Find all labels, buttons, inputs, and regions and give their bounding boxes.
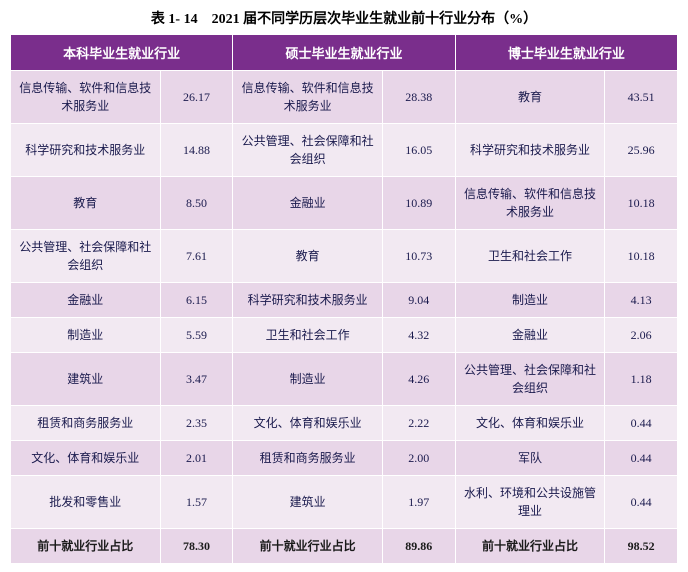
table-row: 信息传输、软件和信息技术服务业26.17信息传输、软件和信息技术服务业28.38… bbox=[11, 71, 678, 124]
cell-master-label: 公共管理、社会保障和社会组织 bbox=[233, 124, 383, 177]
table-row: 制造业5.59卫生和社会工作4.32金融业2.06 bbox=[11, 318, 678, 353]
cell-bachelor-value: 14.88 bbox=[160, 124, 233, 177]
table-row: 科学研究和技术服务业14.88公共管理、社会保障和社会组织16.05科学研究和技… bbox=[11, 124, 678, 177]
header-doctor: 博士毕业生就业行业 bbox=[455, 35, 677, 71]
cell-master-value: 9.04 bbox=[382, 283, 455, 318]
cell-master-label: 金融业 bbox=[233, 177, 383, 230]
cell-bachelor-label: 制造业 bbox=[11, 318, 161, 353]
cell-master-value: 4.32 bbox=[382, 318, 455, 353]
cell-master-label: 建筑业 bbox=[233, 476, 383, 529]
cell-bachelor-value: 8.50 bbox=[160, 177, 233, 230]
cell-master-label: 教育 bbox=[233, 230, 383, 283]
cell-bachelor-label: 批发和零售业 bbox=[11, 476, 161, 529]
cell-doctor-value: 43.51 bbox=[605, 71, 678, 124]
cell-doctor-label: 教育 bbox=[455, 71, 605, 124]
cell-master-label: 信息传输、软件和信息技术服务业 bbox=[233, 71, 383, 124]
industry-table: 本科毕业生就业行业 硕士毕业生就业行业 博士毕业生就业行业 信息传输、软件和信息… bbox=[10, 34, 678, 564]
cell-bachelor-value: 5.59 bbox=[160, 318, 233, 353]
cell-doctor-value: 0.44 bbox=[605, 476, 678, 529]
cell-doctor-label: 金融业 bbox=[455, 318, 605, 353]
table-row: 批发和零售业1.57建筑业1.97水利、环境和公共设施管理业0.44 bbox=[11, 476, 678, 529]
cell-master-value: 2.22 bbox=[382, 406, 455, 441]
cell-bachelor-value: 26.17 bbox=[160, 71, 233, 124]
table-title: 表 1- 14 2021 届不同学历层次毕业生就业前十行业分布（%） bbox=[10, 8, 678, 28]
cell-bachelor-label: 科学研究和技术服务业 bbox=[11, 124, 161, 177]
total-master-value: 89.86 bbox=[382, 529, 455, 564]
cell-doctor-label: 制造业 bbox=[455, 283, 605, 318]
cell-doctor-value: 25.96 bbox=[605, 124, 678, 177]
cell-master-label: 制造业 bbox=[233, 353, 383, 406]
cell-bachelor-value: 2.01 bbox=[160, 441, 233, 476]
cell-master-value: 10.73 bbox=[382, 230, 455, 283]
header-master: 硕士毕业生就业行业 bbox=[233, 35, 455, 71]
cell-doctor-value: 2.06 bbox=[605, 318, 678, 353]
cell-bachelor-value: 3.47 bbox=[160, 353, 233, 406]
cell-doctor-value: 0.44 bbox=[605, 441, 678, 476]
cell-doctor-value: 10.18 bbox=[605, 177, 678, 230]
cell-bachelor-label: 金融业 bbox=[11, 283, 161, 318]
header-row: 本科毕业生就业行业 硕士毕业生就业行业 博士毕业生就业行业 bbox=[11, 35, 678, 71]
table-row: 教育8.50金融业10.89信息传输、软件和信息技术服务业10.18 bbox=[11, 177, 678, 230]
total-doctor-label: 前十就业行业占比 bbox=[455, 529, 605, 564]
total-master-label: 前十就业行业占比 bbox=[233, 529, 383, 564]
table-row: 公共管理、社会保障和社会组织7.61教育10.73卫生和社会工作10.18 bbox=[11, 230, 678, 283]
cell-master-value: 10.89 bbox=[382, 177, 455, 230]
cell-doctor-value: 0.44 bbox=[605, 406, 678, 441]
cell-doctor-value: 4.13 bbox=[605, 283, 678, 318]
cell-doctor-value: 10.18 bbox=[605, 230, 678, 283]
cell-bachelor-label: 信息传输、软件和信息技术服务业 bbox=[11, 71, 161, 124]
cell-bachelor-label: 建筑业 bbox=[11, 353, 161, 406]
cell-doctor-label: 文化、体育和娱乐业 bbox=[455, 406, 605, 441]
table-row: 建筑业3.47制造业4.26公共管理、社会保障和社会组织1.18 bbox=[11, 353, 678, 406]
table-row: 租赁和商务服务业2.35文化、体育和娱乐业2.22文化、体育和娱乐业0.44 bbox=[11, 406, 678, 441]
header-bachelor: 本科毕业生就业行业 bbox=[11, 35, 233, 71]
total-bachelor-value: 78.30 bbox=[160, 529, 233, 564]
cell-doctor-label: 公共管理、社会保障和社会组织 bbox=[455, 353, 605, 406]
cell-bachelor-value: 2.35 bbox=[160, 406, 233, 441]
cell-master-value: 1.97 bbox=[382, 476, 455, 529]
cell-master-label: 租赁和商务服务业 bbox=[233, 441, 383, 476]
cell-master-value: 16.05 bbox=[382, 124, 455, 177]
cell-bachelor-label: 教育 bbox=[11, 177, 161, 230]
cell-doctor-label: 卫生和社会工作 bbox=[455, 230, 605, 283]
cell-bachelor-value: 7.61 bbox=[160, 230, 233, 283]
cell-master-value: 28.38 bbox=[382, 71, 455, 124]
cell-bachelor-label: 文化、体育和娱乐业 bbox=[11, 441, 161, 476]
total-doctor-value: 98.52 bbox=[605, 529, 678, 564]
cell-bachelor-label: 公共管理、社会保障和社会组织 bbox=[11, 230, 161, 283]
table-row: 文化、体育和娱乐业2.01租赁和商务服务业2.00军队0.44 bbox=[11, 441, 678, 476]
table-row: 金融业6.15科学研究和技术服务业9.04制造业4.13 bbox=[11, 283, 678, 318]
cell-doctor-label: 水利、环境和公共设施管理业 bbox=[455, 476, 605, 529]
cell-bachelor-value: 1.57 bbox=[160, 476, 233, 529]
cell-master-value: 4.26 bbox=[382, 353, 455, 406]
cell-bachelor-label: 租赁和商务服务业 bbox=[11, 406, 161, 441]
cell-doctor-label: 军队 bbox=[455, 441, 605, 476]
cell-doctor-label: 科学研究和技术服务业 bbox=[455, 124, 605, 177]
cell-master-label: 科学研究和技术服务业 bbox=[233, 283, 383, 318]
cell-doctor-value: 1.18 bbox=[605, 353, 678, 406]
cell-master-value: 2.00 bbox=[382, 441, 455, 476]
cell-master-label: 卫生和社会工作 bbox=[233, 318, 383, 353]
total-row: 前十就业行业占比78.30前十就业行业占比89.86前十就业行业占比98.52 bbox=[11, 529, 678, 564]
total-bachelor-label: 前十就业行业占比 bbox=[11, 529, 161, 564]
cell-doctor-label: 信息传输、软件和信息技术服务业 bbox=[455, 177, 605, 230]
cell-bachelor-value: 6.15 bbox=[160, 283, 233, 318]
cell-master-label: 文化、体育和娱乐业 bbox=[233, 406, 383, 441]
